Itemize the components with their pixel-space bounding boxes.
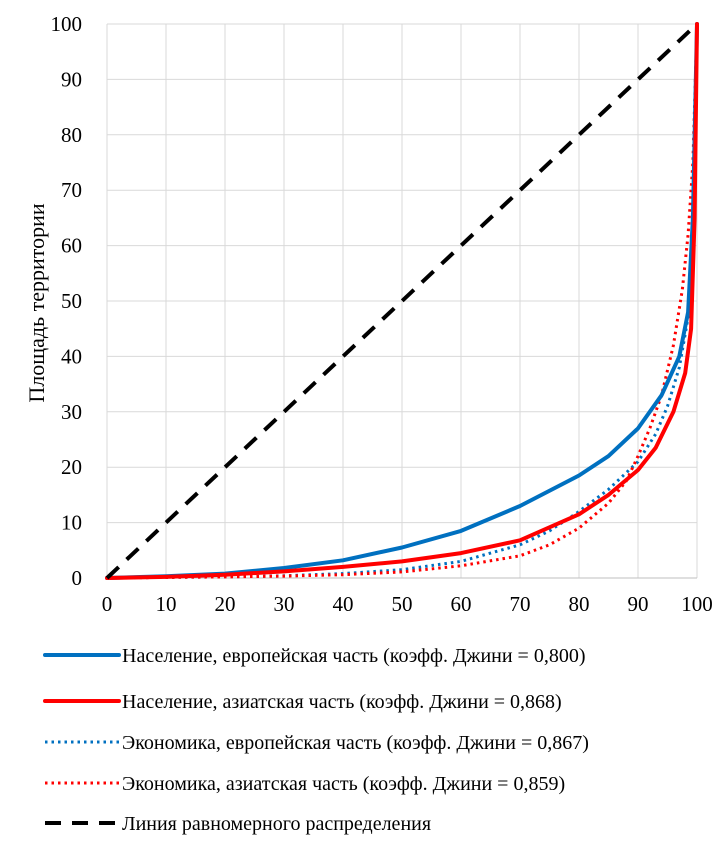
legend-label-0: Население, европейская часть (коэфф. Джи… [122, 645, 586, 667]
legend-label-1: Население, азиатская часть (коэфф. Джини… [122, 691, 562, 713]
x-tick-label: 0 [102, 592, 113, 616]
x-tick-label: 70 [510, 592, 531, 616]
series-layer [105, 22, 699, 580]
x-tick-label: 40 [333, 592, 354, 616]
x-tick-label: 50 [392, 592, 413, 616]
y-tick-label: 80 [61, 123, 82, 147]
legend-label-4: Линия равномерного распределения [122, 813, 431, 835]
y-tick-label: 90 [61, 67, 82, 91]
y-tick-label: 10 [61, 511, 82, 535]
y-tick-label: 20 [61, 455, 82, 479]
y-tick-label: 0 [72, 566, 83, 590]
y-tick-label: 100 [51, 12, 83, 36]
y-axis-title: Площадь территории [24, 203, 49, 403]
y-tick-label: 40 [61, 344, 82, 368]
x-tick-label: 60 [451, 592, 472, 616]
y-tick-label: 50 [61, 289, 82, 313]
tick-layer: 0 10 20 30 40 50 60 70 80 90 100 0 10 20 30 40 50 60 70 80 9… [51, 12, 713, 616]
x-tick-label: 30 [274, 592, 295, 616]
y-tick-label: 70 [61, 178, 82, 202]
x-tick-label: 100 [681, 592, 713, 616]
x-tick-label: 20 [215, 592, 236, 616]
x-tick-label: 10 [156, 592, 177, 616]
series-line-1 [105, 22, 699, 580]
x-tick-label: 90 [628, 592, 649, 616]
legend-label-2: Экономика, европейская часть (коэфф. Джи… [122, 732, 589, 754]
x-tick-label: 80 [569, 592, 590, 616]
y-tick-label: 30 [61, 400, 82, 424]
legend: Население, европейская часть (коэфф. Джи… [43, 645, 589, 835]
legend-label-3: Экономика, азиатская часть (коэфф. Джини… [122, 773, 565, 795]
series-line-0 [105, 22, 699, 580]
y-tick-label: 60 [61, 234, 82, 258]
